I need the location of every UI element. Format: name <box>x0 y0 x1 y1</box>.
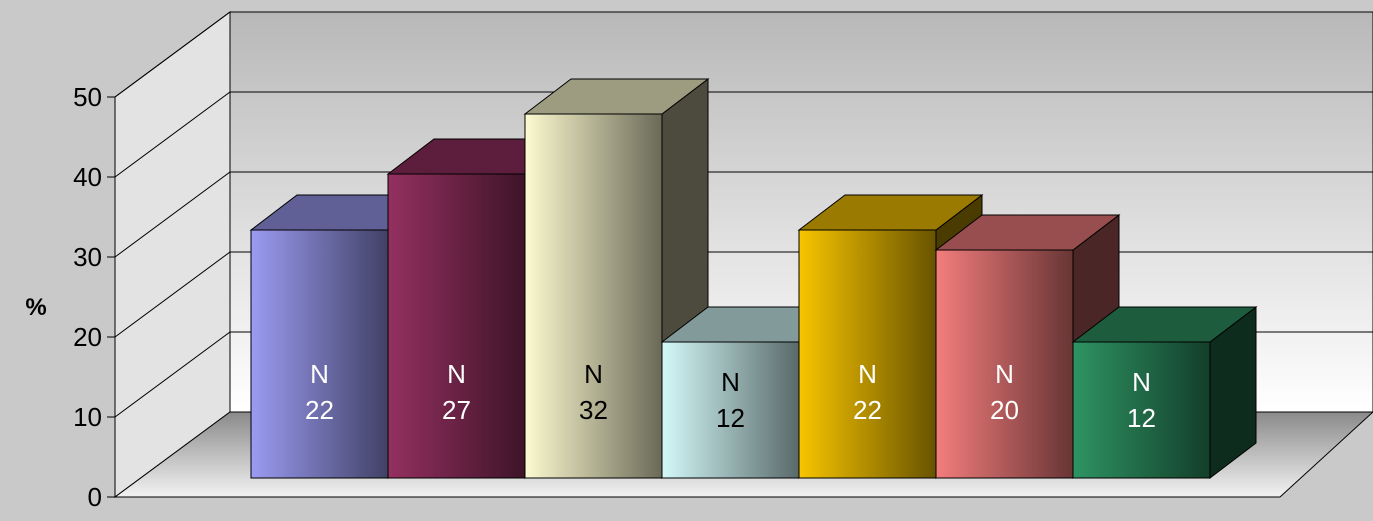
bar-front <box>524 113 663 479</box>
data-label-n: N <box>447 359 466 389</box>
data-label-n: N <box>995 359 1014 389</box>
data-label-count: 12 <box>1127 403 1156 433</box>
data-label-count: 22 <box>853 395 882 425</box>
gridline <box>114 11 1373 98</box>
y-tick-label: 20 <box>73 322 102 352</box>
bar-front <box>250 229 389 479</box>
data-label-count: 20 <box>990 395 1019 425</box>
data-label-n: N <box>858 359 877 389</box>
data-label-n: N <box>584 359 603 389</box>
gridline <box>114 171 1373 258</box>
bar-front <box>1072 341 1211 479</box>
y-tick-label: 30 <box>73 242 102 272</box>
y-tick-label: 10 <box>73 402 102 432</box>
bar-3: N 32 <box>523 77 710 480</box>
gridline <box>114 91 1373 178</box>
data-label-n: N <box>310 359 329 389</box>
bar-front <box>935 249 1074 479</box>
data-label-count: 27 <box>442 395 471 425</box>
data-label-n: N <box>721 367 740 397</box>
data-label-n: N <box>1132 367 1151 397</box>
y-tick-label: 0 <box>88 482 102 512</box>
y-axis-label: % <box>25 294 46 321</box>
bar-7: N 12 <box>1071 305 1258 480</box>
bar-front <box>661 341 800 479</box>
y-tick-label: 40 <box>73 162 102 192</box>
data-label-count: 32 <box>579 395 608 425</box>
y-tick-label: 50 <box>73 82 102 112</box>
bar-front <box>798 229 937 479</box>
bar-front <box>387 173 526 479</box>
data-label-count: 22 <box>305 395 334 425</box>
data-label-count: 12 <box>716 403 745 433</box>
